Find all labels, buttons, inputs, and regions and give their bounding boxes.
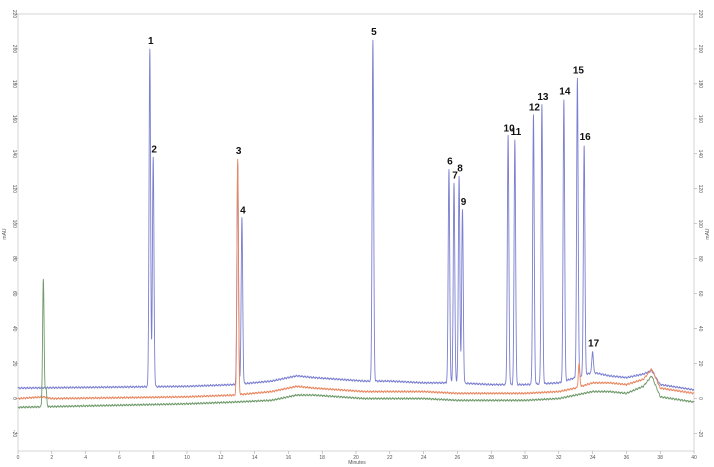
peak-label-1: 1 [148,36,154,47]
peak-label-9: 9 [461,197,467,208]
x-tick-label: 8 [152,455,155,461]
y-tick-label-right: 40 [697,326,703,332]
x-tick-label: 20 [353,455,359,461]
x-tick-label: 30 [522,455,528,461]
y-tick-label-right: 140 [697,150,703,159]
y-tick-label-left: 80 [11,256,17,262]
x-tick-label: 14 [252,455,258,461]
x-axis-title: Minutes [348,460,366,466]
y-tick-label-left: 100 [11,220,17,229]
x-tick-label: 36 [624,455,630,461]
y-tick-label-left: 140 [11,150,17,159]
x-tick-label: 18 [319,455,325,461]
x-tick-label: 6 [118,455,121,461]
x-tick-label: 34 [590,455,596,461]
x-tick-label: 26 [455,455,461,461]
y-tick-label-left: 220 [11,10,17,19]
y-tick-label-right: 60 [697,291,703,297]
y-tick-label-left: 0 [11,397,17,400]
y-tick-label-right: 160 [697,115,703,124]
peak-label-8: 8 [457,164,463,175]
y-tick-label-right: 200 [697,45,703,54]
y-tick-label-left: 160 [11,115,17,124]
traces [17,39,695,409]
trace-line-2 [17,158,695,400]
y-tick-label-left: 120 [11,185,17,194]
peak-label-5: 5 [371,27,377,38]
peak-label-2: 2 [151,144,157,155]
y-tick-label-left: 180 [11,80,17,89]
y-axis-title-left: mAU [2,228,8,240]
x-tick-label: 0 [17,455,20,461]
trace-line-3 [17,278,695,409]
peak-label-14: 14 [559,87,571,98]
y-tick-label-right: 100 [697,220,703,229]
y-tick-label-right: 120 [697,185,703,194]
y-tick-label-left: 40 [11,326,17,332]
y-tick-label-right: -20 [697,430,703,437]
x-tick-label: 40 [691,455,697,461]
y-tick-label-right: 180 [697,80,703,89]
peak-label-3: 3 [236,146,242,157]
x-tick-label: 16 [286,455,292,461]
plot-border [17,13,695,452]
y-tick-label-right: 20 [697,361,703,367]
x-tick-label: 22 [387,455,393,461]
y-axis-left: -20 0 20 40 60 80 100 120 140 160 180 200 220 [11,10,18,437]
y-tick-label-right: 0 [697,397,703,400]
y-tick-label-left: 200 [11,45,17,54]
x-tick-label: 38 [657,455,663,461]
y-tick-label-right: 220 [697,10,703,19]
y-tick-label-right: 80 [697,256,703,262]
peak-label-7: 7 [452,171,458,182]
y-tick-label-left: 60 [11,291,17,297]
x-tick-label: 2 [50,455,53,461]
x-axis: 0 2 4 6 8 10 12 14 16 18 20 22 24 26 28 30 32 34 36 38 40 [17,451,697,461]
y-axis-title-right: mAU [705,228,711,240]
x-tick-label: 28 [488,455,494,461]
y-tick-label-left: 20 [11,361,17,367]
x-tick-label: 12 [218,455,224,461]
x-tick-label: 4 [84,455,87,461]
x-tick-label: 32 [556,455,562,461]
trace-line-1 [17,39,695,392]
y-axis-right: -20 0 20 40 60 80 100 120 140 160 180 200 220 [694,10,703,437]
x-tick-label: 24 [421,455,427,461]
x-tick-label: 10 [184,455,190,461]
peak-label-4: 4 [240,206,246,217]
peak-label-6: 6 [447,157,453,168]
y-tick-label-left: -20 [11,430,17,437]
plot-frame [17,13,695,452]
peak-label-11: 11 [511,127,522,138]
peak-label-10: 10 [504,123,516,134]
peak-label-12: 12 [529,102,541,113]
peak-label-13: 13 [537,92,549,103]
peak-label-15: 15 [573,66,585,77]
peak-label-16: 16 [580,132,592,143]
peak-label-17: 17 [588,338,600,349]
